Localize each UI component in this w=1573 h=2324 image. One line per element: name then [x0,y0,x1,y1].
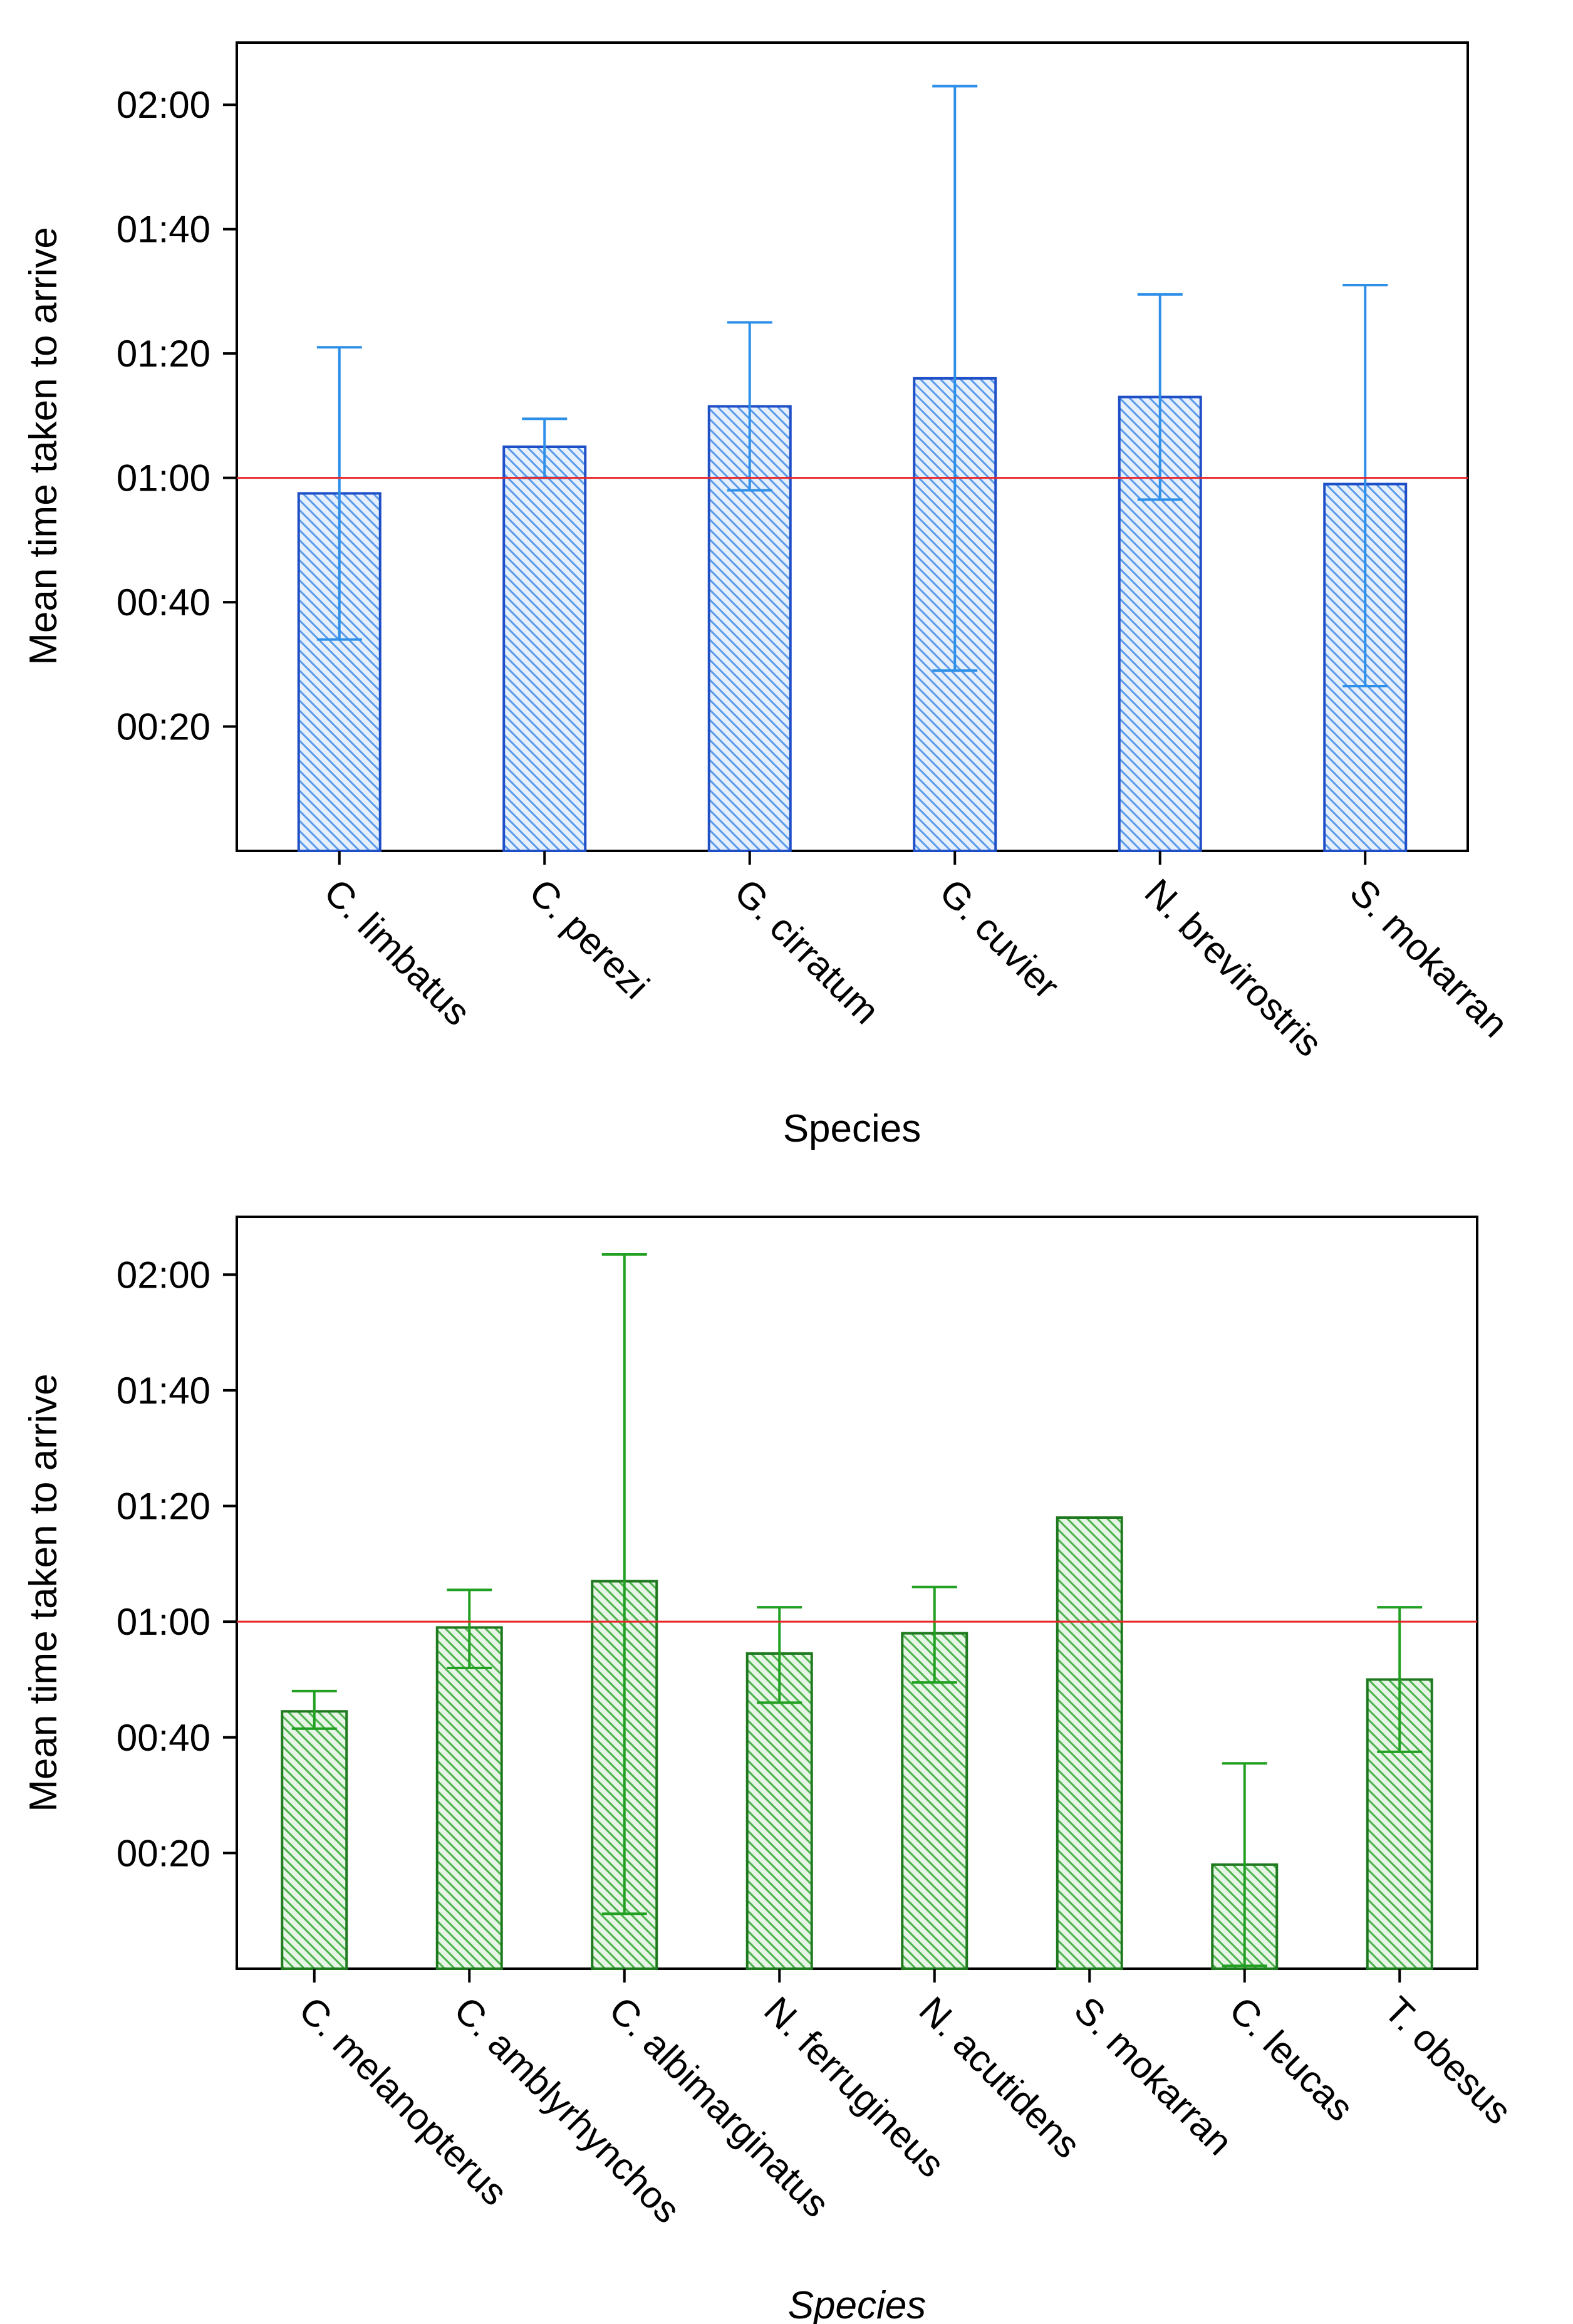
chart-2-bar-5 [1056,1516,1123,1970]
chart-1-xticks: C. limbatus C. perezi G. cirratum G. cuvier… [316,851,1517,1065]
chart-2-y-axis-label: Mean time taken to arrive [22,1373,65,1812]
chart-1-xtick-label-3: G. cuvier [932,871,1067,1007]
chart-2-bars [237,1253,1477,1971]
chart-1-yticks: 00:20 00:40 01:00 01:20 01:40 02:00 [117,84,237,748]
chart-2-bar-3 [745,1652,813,1971]
chart-2-xtick-label-4: N. acutidens [911,1989,1089,2166]
chart-1-x-axis-label: Species [783,1107,921,1150]
chart-1-ytick-label-0: 00:20 [117,706,210,748]
chart-1-xtick-label-1: C. perezi [521,871,657,1007]
chart-1-ytick-label-5: 02:00 [117,84,210,126]
chart-2-yticks: 00:20 00:40 01:00 01:20 01:40 02:00 [117,1254,237,1874]
chart-1-ytick-label-2: 01:00 [117,457,210,499]
chart-1-xtick-label-2: G. cirratum [727,871,888,1032]
chart-1-xtick-label-4: N. brevirostris [1137,871,1331,1065]
chart-1-plot-frame [236,41,1469,852]
chart-1-ytick-label-1: 00:40 [117,581,210,623]
chart-1-bars [237,85,1468,852]
chart-2-ytick-label-5: 02:00 [117,1254,210,1296]
chart-2-xtick-label-5: S. mokarran [1066,1989,1240,2163]
chart-1-ytick-label-4: 01:40 [117,209,210,251]
chart-1-xtick-label-0: C. limbatus [316,871,479,1034]
chart-2-xtick-label-7: T. obesus [1376,1989,1520,2132]
chart-2-bar-1 [435,1626,503,1970]
chart-2-ytick-label-4: 01:40 [117,1370,210,1412]
chart-2-xtick-label-6: C. leucas [1222,1989,1362,2129]
chart-2-ytick-label-1: 00:40 [117,1717,210,1759]
chart-2-plot-frame [236,1216,1478,1970]
chart-2-ytick-label-3: 01:20 [117,1486,210,1528]
chart-1-xtick-label-5: S. mokarran [1342,871,1516,1045]
chart-2-ytick-label-0: 00:20 [117,1832,210,1874]
chart-2-bar-0 [281,1710,348,1970]
chart-2-x-axis-label: Species [788,2284,927,2324]
chart-2: 00:20 00:40 01:00 01:20 01:40 02:00 C. melano… [22,1216,1520,2324]
chart-1-y-axis-label: Mean time taken to arrive [22,227,65,665]
chart-2-ytick-label-2: 01:00 [117,1601,210,1643]
chart-1: 00:20 00:40 01:00 01:20 01:40 02:00 C. limbat… [22,41,1517,1150]
chart-1-ytick-label-3: 01:20 [117,333,210,375]
chart-1-bar-1 [502,446,587,852]
